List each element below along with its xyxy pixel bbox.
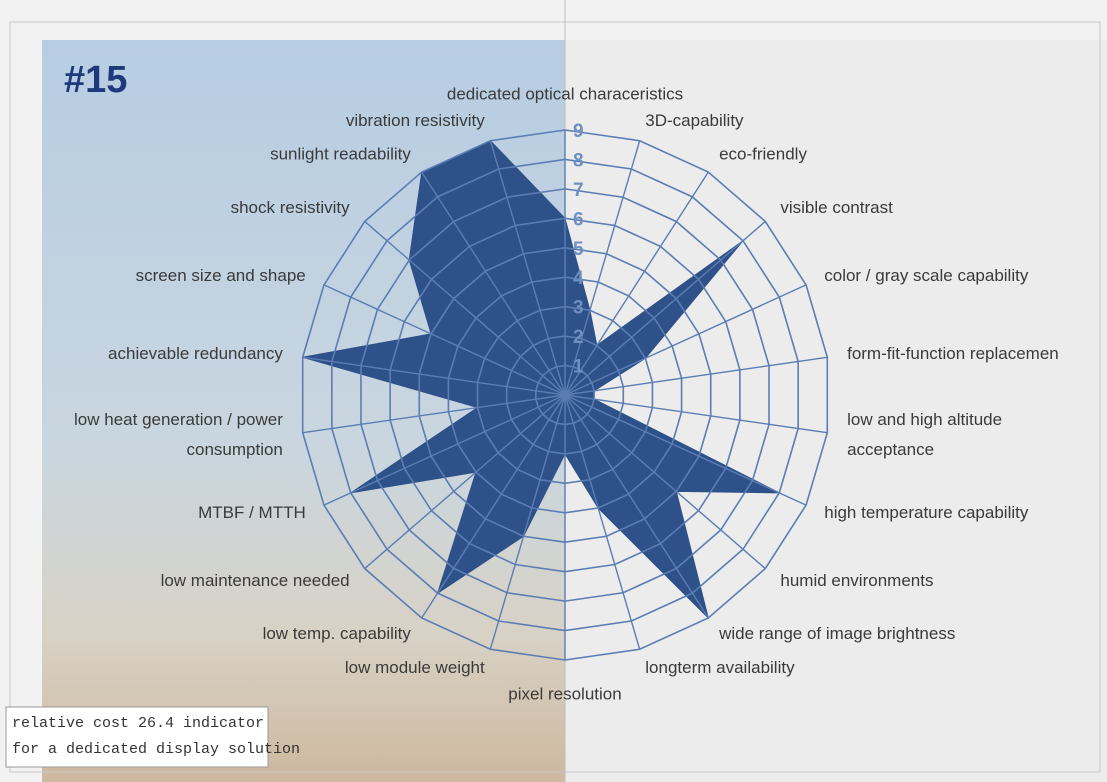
note-line: relative cost 26.4 indicator (12, 715, 264, 732)
r-tick-label: 5 (573, 239, 584, 260)
axis-label: low module weight (345, 658, 485, 677)
chart: 1 2 3 4 5 6 7 8 9 dedicated optical characeristic… (0, 0, 1107, 782)
r-tick-label: 4 (573, 268, 584, 289)
axis-label: low heat generation / power (74, 410, 283, 429)
r-tick-label: 3 (573, 298, 584, 319)
axis-label: dedicated optical characeristics (447, 84, 683, 103)
r-tick-label: 1 (573, 357, 584, 378)
r-tick-label: 7 (573, 180, 584, 201)
axis-label: shock resistivity (231, 198, 351, 217)
axis-label: humid environments (780, 571, 933, 590)
axis-label: screen size and shape (136, 266, 306, 285)
axis-label: 3D-capability (645, 111, 744, 130)
axis-label: sunlight readability (270, 145, 411, 164)
axis-label: acceptance (847, 440, 934, 459)
chart-title: #15 (64, 59, 127, 101)
axis-label: MTBF / MTTH (198, 503, 306, 522)
axis-label: low and high altitude (847, 410, 1002, 429)
r-tick-label: 8 (573, 150, 584, 171)
axis-label: longterm availability (645, 658, 795, 677)
axis-label: pixel resolution (508, 684, 621, 703)
r-tick-label: 2 (573, 327, 584, 348)
axis-label: form-fit-function replacemen (847, 344, 1059, 363)
axis-label: eco-friendly (719, 145, 807, 164)
axis-label: low maintenance needed (161, 571, 350, 590)
note-line: for a dedicated display solution (12, 741, 300, 758)
r-tick-label: 9 (573, 121, 584, 142)
axis-label: vibration resistivity (346, 111, 485, 130)
axis-label: wide range of image brightness (718, 624, 955, 643)
axis-label: achievable redundancy (108, 344, 283, 363)
r-tick-label: 6 (573, 209, 584, 230)
axis-label: consumption (187, 440, 283, 459)
axis-label: low temp. capability (263, 624, 412, 643)
axis-label: color / gray scale capability (824, 266, 1029, 285)
axis-label: visible contrast (780, 198, 893, 217)
axis-label: high temperature capability (824, 503, 1029, 522)
